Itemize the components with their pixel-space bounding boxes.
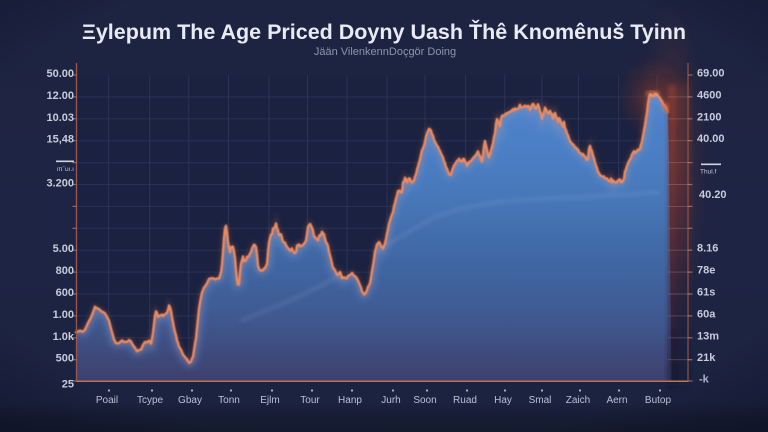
svg-text:1.0k: 1.0k	[53, 331, 75, 343]
svg-text:15,48: 15,48	[46, 134, 74, 146]
svg-text:Jään VilenkennDoçgör Doing: Jään VilenkennDoçgör Doing	[314, 46, 456, 58]
svg-text:21k: 21k	[697, 352, 716, 364]
svg-text:25: 25	[62, 379, 74, 391]
svg-text:-k: -k	[699, 374, 710, 386]
svg-text:Butop: Butop	[645, 395, 672, 406]
svg-text:Poail: Poail	[96, 395, 118, 406]
svg-text:69.00: 69.00	[697, 68, 725, 80]
svg-text:Aern: Aern	[606, 395, 627, 406]
svg-text:Hay: Hay	[494, 395, 512, 406]
svg-text:Gbay: Gbay	[178, 395, 202, 406]
svg-text:3.200: 3.200	[46, 178, 74, 190]
svg-text:61s: 61s	[697, 287, 715, 299]
svg-text:Ejlm: Ejlm	[260, 395, 279, 406]
svg-text:Hanp: Hanp	[338, 395, 362, 406]
svg-text:ıπˉuı.ı: ıπˉuı.ı	[57, 166, 75, 173]
svg-text:78e: 78e	[697, 265, 715, 277]
svg-text:Jurh: Jurh	[381, 395, 400, 406]
svg-text:Ruad: Ruad	[453, 395, 477, 406]
svg-text:Smal: Smal	[529, 395, 552, 406]
svg-text:Ξylepum The Age Priced Doуny U: Ξylepum The Age Priced Doуny Uash Ťhê Kn…	[82, 19, 686, 44]
svg-text:50.00: 50.00	[46, 68, 74, 80]
svg-text:500: 500	[56, 353, 74, 365]
svg-text:Tour: Tour	[300, 395, 320, 406]
svg-text:Soon: Soon	[413, 395, 436, 406]
svg-text:2100: 2100	[697, 111, 721, 123]
svg-text:Tcype: Tcype	[137, 395, 164, 406]
svg-text:Zaich: Zaich	[566, 395, 590, 406]
svg-text:Tonn: Tonn	[218, 395, 240, 406]
svg-text:13m: 13m	[697, 330, 719, 342]
svg-text:800: 800	[56, 265, 74, 277]
svg-text:4600: 4600	[697, 89, 721, 101]
svg-text:1.00: 1.00	[53, 309, 74, 321]
svg-text:8.16: 8.16	[697, 243, 718, 255]
svg-text:12.00: 12.00	[46, 90, 74, 102]
svg-text:60a: 60a	[697, 308, 716, 320]
svg-text:5.00: 5.00	[53, 243, 74, 255]
svg-text:10.03: 10.03	[46, 112, 74, 124]
svg-text:Thul.f: Thul.f	[700, 169, 716, 176]
svg-text:40.00: 40.00	[697, 133, 725, 145]
svg-text:40.20: 40.20	[699, 189, 727, 201]
svg-text:600: 600	[56, 287, 74, 299]
